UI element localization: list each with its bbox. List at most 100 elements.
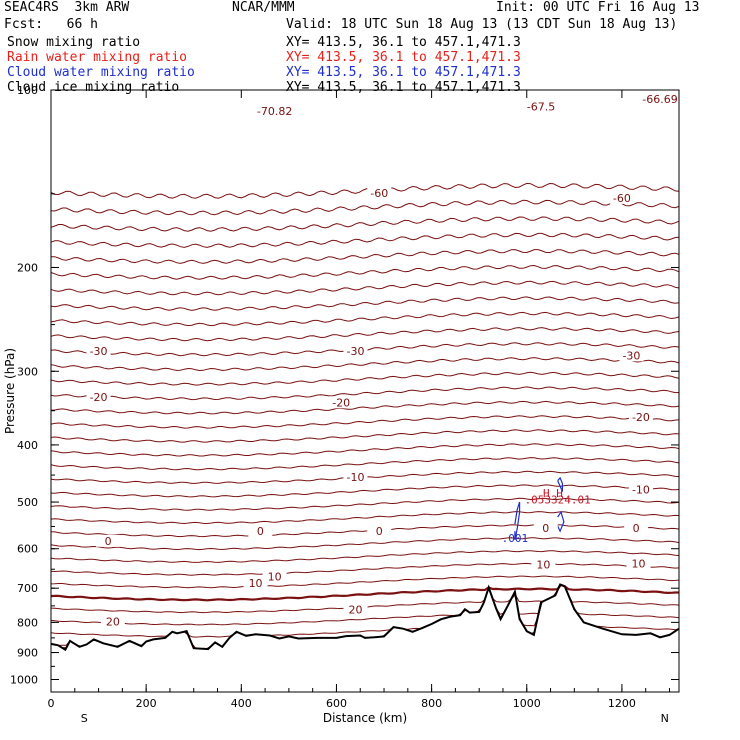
field-label-snow: Snow mixing ratio — [7, 35, 141, 50]
x-tick-label: 0 — [48, 697, 55, 710]
contour-label-bg — [248, 524, 273, 537]
rain-water-label: H H — [543, 487, 563, 500]
contour-label: 0 — [257, 525, 264, 538]
cloud-water-contour — [514, 501, 521, 541]
isotherm-line — [50, 280, 680, 296]
y-axis-title: Pressure (hPa) — [3, 348, 17, 434]
contour-label-bg — [367, 186, 392, 199]
isotherm-line — [50, 311, 680, 327]
isotherm-line — [50, 457, 680, 471]
contour-label: 0 — [105, 535, 112, 548]
center-label: NCAR/MMM — [232, 0, 295, 15]
cloud-water-contour — [556, 510, 565, 533]
isotherm-line — [50, 443, 680, 457]
cloud-water-contour — [557, 476, 564, 492]
field-xy-snow: XY= 413.5, 36.1 to 457.1,471.3 — [286, 35, 521, 50]
isotherm-line — [50, 232, 680, 248]
y-tick-label: 900 — [17, 647, 38, 660]
contour-label-bg — [86, 390, 111, 403]
contour-labels: -70.82 -67.5 -66.69 -60 -60 -30 -30 -30 -20 -20 -2… — [86, 93, 678, 628]
contour-label-bg — [628, 410, 653, 423]
contour-label-bg — [262, 105, 287, 118]
contour-label: 0 — [542, 522, 549, 535]
y-tick-label: 600 — [17, 543, 38, 556]
field-label-cloud-water: Cloud water mixing ratio — [7, 65, 195, 80]
contour-label: 0 — [633, 522, 640, 535]
contour-label-bg — [628, 483, 653, 496]
y-tick-label: 700 — [17, 582, 38, 595]
y-tick-label: 800 — [17, 616, 38, 629]
y-tick-label: 1000 — [10, 674, 38, 687]
contour-label: 10 — [268, 571, 282, 584]
contour-label-bg — [329, 396, 354, 409]
contour-label: -20 — [90, 391, 108, 404]
contour-label: -60 — [613, 192, 631, 205]
y-tick-label: 300 — [17, 365, 38, 378]
plot-frame — [50, 89, 680, 693]
isotherm-line — [50, 511, 680, 525]
isotherm-line — [50, 400, 680, 415]
isotherm-line — [50, 537, 680, 551]
isotherm-line — [50, 216, 680, 232]
contour-label: 0 — [376, 525, 383, 538]
contour-label-bg — [533, 522, 558, 535]
valid-time: Valid: 18 UTC Sun 18 Aug 13 (13 CDT Sun … — [286, 17, 678, 32]
contour-label: -66.69 — [642, 93, 677, 106]
isotherm-line — [50, 524, 680, 538]
isotherm-line — [50, 327, 680, 342]
contour-label: -10 — [347, 471, 365, 484]
contour-label-bg — [367, 524, 392, 537]
contour-label-bg — [626, 557, 651, 570]
contour-label: -30 — [622, 349, 640, 362]
field-xy-cloud-water: XY= 413.5, 36.1 to 457.1,471.3 — [286, 65, 521, 80]
contour-label-bg — [243, 576, 268, 589]
contour-label-bg — [96, 534, 121, 547]
contour-label: 20 — [106, 615, 120, 628]
contour-label-bg — [100, 615, 125, 628]
field-label-rain: Rain water mixing ratio — [7, 50, 188, 65]
field-xy-rain: XY= 413.5, 36.1 to 457.1,471.3 — [286, 50, 521, 65]
isotherm-line — [50, 484, 680, 498]
contour-label-bg — [647, 93, 672, 106]
y-tick-label: 200 — [17, 261, 38, 274]
contour-label: -20 — [332, 396, 350, 409]
contour-label: -30 — [347, 345, 365, 358]
isotherm-line — [50, 199, 680, 216]
contour-label: 10 — [632, 557, 646, 570]
contour-label: -60 — [370, 187, 388, 200]
x-tick-label: 800 — [421, 697, 442, 710]
contour-label: 10 — [249, 577, 263, 590]
isotherm-line — [50, 575, 680, 589]
contour-label: -30 — [90, 345, 108, 358]
y-tick-label: 400 — [17, 439, 38, 452]
x-tick-label: 1000 — [513, 697, 541, 710]
contour-label-bg — [262, 570, 287, 583]
terrain-profile — [50, 583, 680, 652]
isotherm-line — [50, 497, 680, 511]
x-tick-label: 600 — [326, 697, 347, 710]
contour-label-bg — [529, 100, 554, 113]
field-label-cloud-ice: Cloud ice mixing ratio — [7, 80, 180, 95]
rain-water-label: .053324.01 — [525, 494, 591, 507]
isotherm-line — [50, 562, 680, 576]
contour-label: -67.5 — [527, 100, 555, 113]
contour-label-bg — [343, 470, 368, 483]
contour-label-bg — [86, 344, 111, 357]
contour-label: 20 — [348, 604, 362, 617]
temperature-contours — [50, 182, 680, 650]
x-axis-title: Distance (km) — [323, 711, 407, 725]
isotherm-line — [50, 429, 680, 443]
x-tick-label: 400 — [231, 697, 252, 710]
y-tick-label: 100 — [17, 84, 38, 97]
contour-label: -10 — [632, 484, 650, 497]
cloud-water-label: .001 — [502, 532, 529, 545]
contour-label-bg — [619, 349, 644, 362]
contour-label-bg — [531, 558, 556, 571]
isotherm-line — [50, 296, 680, 311]
x-end-label-north: N — [661, 712, 669, 725]
isotherm-line — [50, 249, 680, 264]
isotherm-line — [50, 550, 680, 563]
contour-label: -20 — [632, 411, 650, 424]
